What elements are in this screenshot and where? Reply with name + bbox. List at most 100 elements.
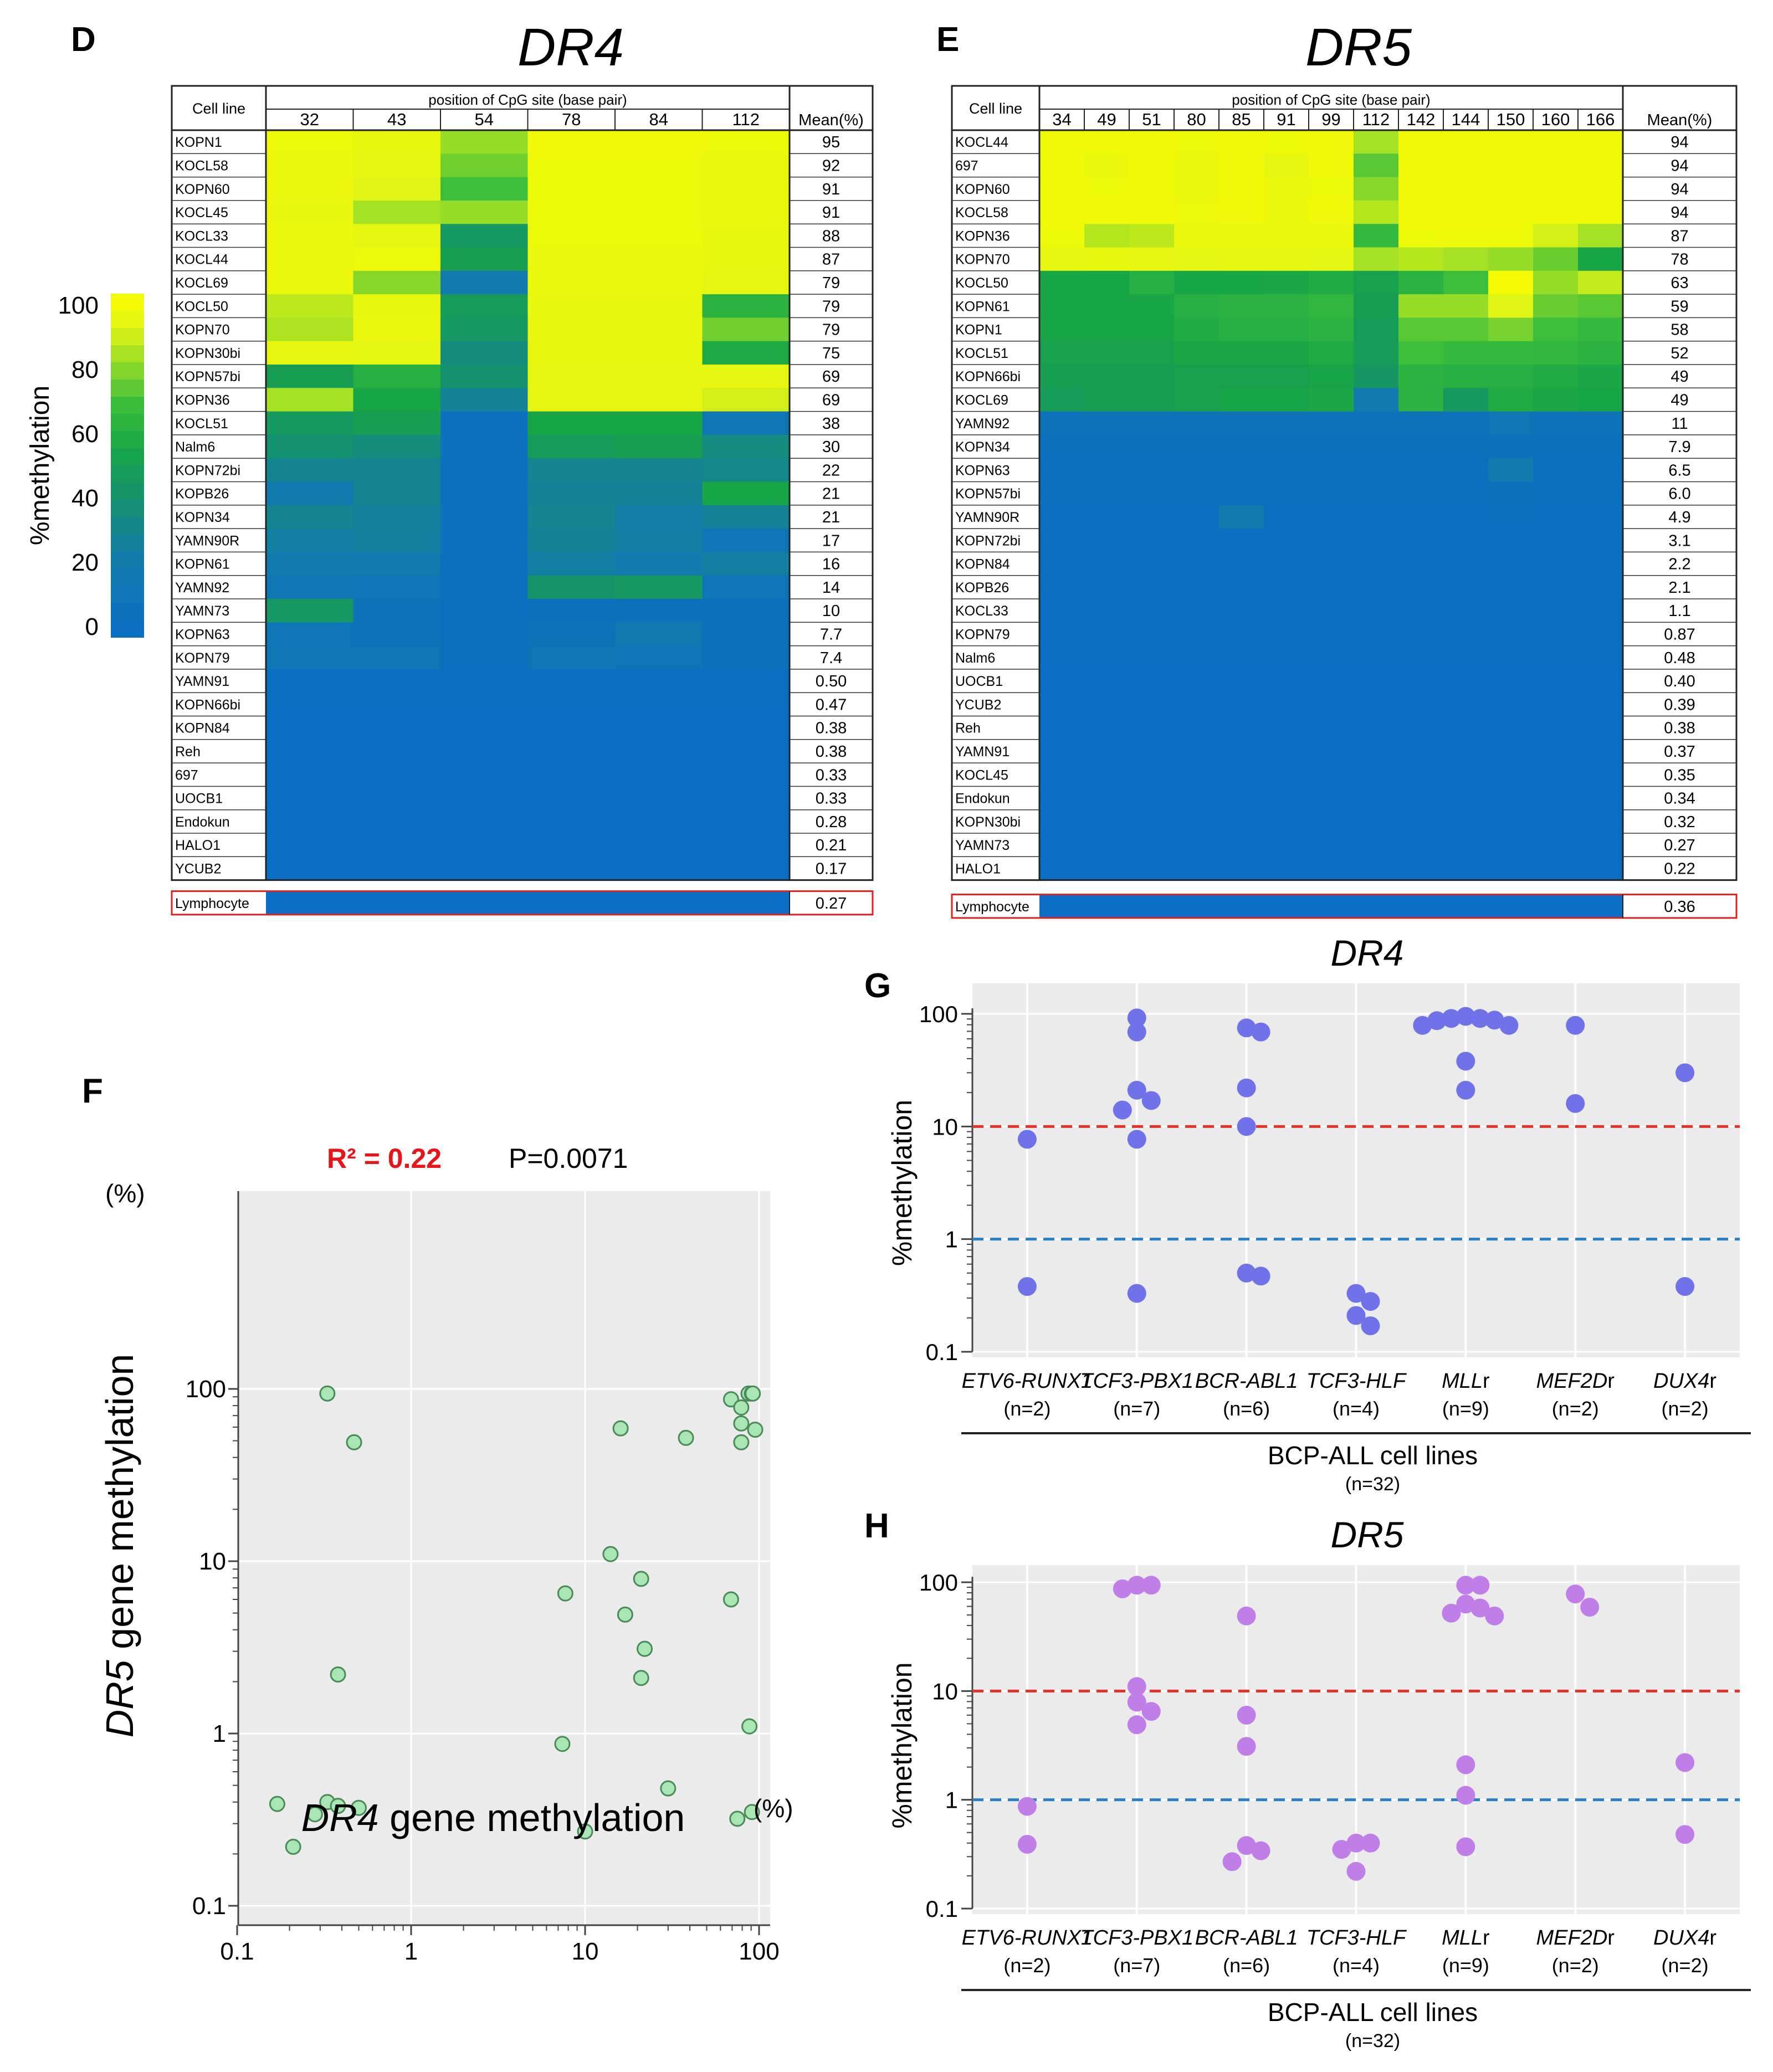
mean-value: 0.28	[816, 813, 847, 831]
group-n: (n=2)	[1003, 1397, 1051, 1420]
heatmap-cell	[266, 247, 354, 271]
heatmap-cell	[1174, 552, 1219, 576]
heatmap-cell	[527, 857, 616, 881]
heatmap-cell	[1309, 247, 1354, 271]
heatmap-cell	[440, 529, 529, 552]
heatmap-cell	[1443, 130, 1489, 154]
heatmap-cell	[1533, 481, 1579, 506]
heatmap-cell	[1129, 388, 1175, 412]
heatmap-cell	[1398, 177, 1444, 201]
heatmap-cell	[1398, 317, 1444, 342]
legend-swatch	[111, 379, 144, 397]
data-point	[1456, 1080, 1475, 1100]
heatmap-cell	[1219, 739, 1264, 763]
heatmap-cell	[1354, 130, 1399, 154]
cell-line-name: Endokun	[175, 814, 230, 830]
heatmap-cell	[1578, 434, 1623, 459]
heatmap-cell	[1039, 716, 1085, 740]
heatmap-cell	[1309, 388, 1354, 412]
x-tick-label: 0.1	[220, 1938, 254, 1965]
position-label: 80	[1187, 110, 1206, 129]
heatmap-cell	[1533, 716, 1579, 740]
heatmap-cell	[1443, 833, 1489, 857]
data-point	[747, 1422, 763, 1438]
heatmap-cell	[1354, 786, 1399, 811]
heatmap-cell	[1309, 153, 1354, 178]
heatmap-cell	[615, 481, 703, 506]
heatmap-cell	[1578, 693, 1623, 717]
data-point	[602, 1546, 619, 1562]
x-axis-label: DR4 gene methylation	[301, 1796, 685, 1839]
heatmap-cell	[353, 809, 441, 834]
mean-value: 63	[1670, 274, 1688, 292]
heatmap-cell	[1174, 481, 1219, 506]
group-label: MEF2Dr	[1536, 1926, 1615, 1950]
data-point	[554, 1736, 571, 1752]
mean-value: 91	[822, 181, 840, 198]
heatmap-cell	[1039, 599, 1085, 623]
heatmap-cell	[1354, 341, 1399, 365]
heatmap-cell	[1398, 716, 1444, 740]
heatmap-cell	[266, 317, 354, 342]
heatmap-cell	[1533, 857, 1579, 881]
heatmap-cell	[1488, 505, 1534, 529]
group-label-main: DUX4	[1653, 1926, 1709, 1950]
heatmap-cell	[440, 224, 529, 248]
heatmap-cell	[702, 177, 790, 201]
heatmap-cell	[1129, 365, 1175, 388]
heatmap-cell	[1309, 599, 1354, 623]
heatmap-cell	[527, 411, 616, 435]
cell-line-name: KOPN1	[175, 135, 222, 150]
heatmap-cell	[1398, 857, 1444, 881]
mean-value: 59	[1670, 298, 1688, 315]
heatmap-cell	[266, 270, 354, 295]
heatmap-cell	[1398, 200, 1444, 224]
cell-line-name: KOPN72bi	[175, 463, 240, 478]
heatmap-cell	[1488, 224, 1534, 248]
heatmap-cell	[1398, 365, 1444, 388]
heatmap-cell	[1174, 294, 1219, 318]
heatmap-cell	[1039, 693, 1085, 717]
heatmap-cell	[1398, 552, 1444, 576]
heatmap-cell	[1443, 669, 1489, 693]
mean-value: 94	[1670, 157, 1688, 175]
data-point	[1237, 1836, 1256, 1855]
heatmap-cell	[1443, 317, 1489, 342]
heatmap-cell	[1219, 622, 1264, 647]
mean-value: 0.27	[1664, 837, 1695, 854]
heatmap-cell	[1443, 458, 1489, 483]
cell-line-name: KOPB26	[955, 580, 1009, 596]
position-label: 34	[1052, 110, 1071, 129]
data-point	[1361, 1833, 1380, 1853]
cell-line-name: KOCL69	[955, 392, 1008, 408]
group-label: TCF3-PBX1	[1080, 1926, 1193, 1950]
heatmap-cell	[1398, 809, 1444, 834]
mean-value: 79	[822, 321, 840, 339]
heatmap-cell	[1039, 341, 1085, 365]
cell-line-name: KOPN57bi	[175, 369, 240, 384]
heatmap-cell	[1129, 505, 1175, 529]
heatmap-cell	[1039, 622, 1085, 647]
group-label-main: TCF3-HLF	[1306, 1370, 1407, 1393]
heatmap-cell	[527, 552, 616, 576]
heatmap-cell	[615, 669, 703, 693]
mean-value: 94	[1670, 134, 1688, 151]
heatmap-cell	[1354, 481, 1399, 506]
position-label: 142	[1407, 110, 1436, 129]
mean-value: 0.33	[816, 766, 847, 784]
data-point	[1251, 1022, 1270, 1042]
heatmap-cell	[1398, 130, 1444, 154]
heatmap-cell	[1488, 200, 1534, 224]
heatmap-cell	[527, 317, 616, 342]
data-point	[1566, 1584, 1585, 1604]
mean-value: 38	[822, 415, 840, 433]
group-label: TCF3-PBX1	[1080, 1370, 1193, 1393]
heatmap-cell	[353, 599, 441, 623]
data-point	[1017, 1834, 1037, 1854]
heatmap-cell	[615, 270, 703, 295]
heatmap-cell	[440, 833, 529, 857]
heatmap-cell	[1264, 599, 1309, 623]
heatmap-cell	[1488, 458, 1534, 483]
heatmap-cell	[1084, 365, 1130, 388]
